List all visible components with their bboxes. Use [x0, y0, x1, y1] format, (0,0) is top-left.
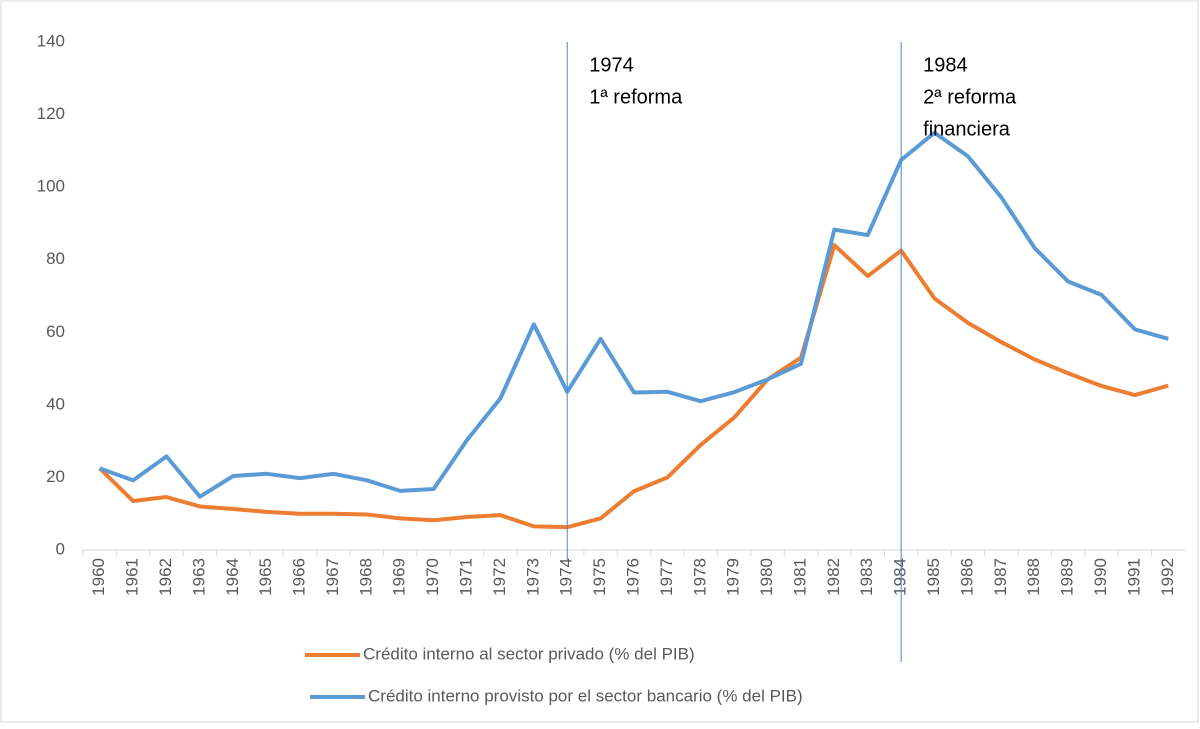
x-tick-label: 1982	[824, 558, 843, 596]
x-tick-label: 1960	[89, 558, 108, 596]
x-tick-label: 1983	[857, 558, 876, 596]
x-tick-label: 1964	[223, 558, 242, 596]
x-tick-label: 1969	[390, 558, 409, 596]
annotation-text: 1974	[589, 54, 634, 76]
x-tick-label: 1963	[189, 558, 208, 596]
y-tick-label: 100	[37, 177, 65, 196]
x-tick-label: 1986	[957, 558, 976, 596]
annotation-text: 1984	[923, 54, 968, 76]
x-tick-label: 1991	[1124, 558, 1143, 596]
x-tick-label: 1962	[156, 558, 175, 596]
x-tick-label: 1988	[1024, 558, 1043, 596]
x-tick-label: 1976	[623, 558, 642, 596]
series-line	[99, 130, 1169, 499]
x-tick-label: 1978	[690, 558, 709, 596]
legend-label: Crédito interno al sector privado (% del…	[363, 644, 695, 663]
x-tick-label: 1965	[256, 558, 275, 596]
annotation-text: financiera	[923, 118, 1011, 140]
y-tick-label: 40	[46, 394, 65, 413]
x-tick-label: 1975	[590, 558, 609, 596]
x-tick-label: 1980	[757, 558, 776, 596]
x-tick-label: 1974	[557, 558, 576, 596]
y-tick-label: 120	[37, 104, 65, 123]
x-tick-label: 1990	[1091, 558, 1110, 596]
annotation-text: 1ª reforma	[589, 86, 683, 108]
x-tick-label: 1987	[991, 558, 1010, 596]
x-tick-label: 1973	[523, 558, 542, 596]
x-tick-label: 1992	[1158, 558, 1177, 596]
x-tick-label: 1970	[423, 558, 442, 596]
x-tick-label: 1961	[123, 558, 142, 596]
legend-label: Crédito interno provisto por el sector b…	[368, 686, 803, 705]
x-tick-label: 1979	[724, 558, 743, 596]
x-tick-label: 1985	[924, 558, 943, 596]
x-tick-label: 1967	[323, 558, 342, 596]
x-tick-label: 1984	[891, 558, 910, 596]
annotation-text: 2ª reforma	[923, 86, 1017, 108]
x-tick-label: 1981	[790, 558, 809, 596]
y-tick-label: 140	[37, 31, 65, 50]
x-tick-label: 1968	[356, 558, 375, 596]
x-tick-label: 1966	[290, 558, 309, 596]
series-line	[98, 243, 1169, 530]
x-tick-label: 1971	[457, 558, 476, 596]
y-tick-label: 60	[46, 322, 65, 341]
y-tick-label: 0	[56, 539, 65, 558]
y-tick-label: 20	[46, 467, 65, 486]
y-tick-label: 80	[46, 249, 65, 268]
x-tick-label: 1972	[490, 558, 509, 596]
x-tick-label: 1989	[1058, 558, 1077, 596]
x-tick-label: 1977	[657, 558, 676, 596]
